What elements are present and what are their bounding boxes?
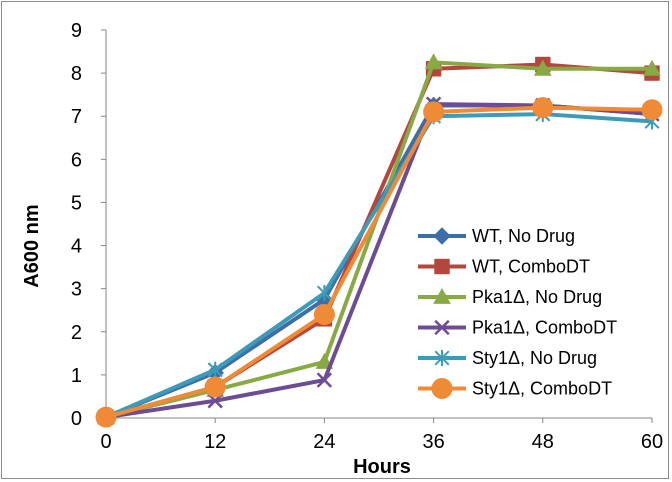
series-6 xyxy=(95,97,663,428)
y-tick-label: 4 xyxy=(71,236,82,258)
legend-item: WT, ComboDT xyxy=(418,257,590,277)
x-tick-label: 36 xyxy=(422,431,444,453)
data-point-triangle xyxy=(433,287,451,304)
y-tick-label: 0 xyxy=(71,408,82,430)
data-point-triangle xyxy=(643,59,661,76)
legend-item: Sty1Δ, ComboDT xyxy=(418,378,612,399)
legend-label: Sty1Δ, ComboDT xyxy=(472,379,612,399)
x-axis-title: Hours xyxy=(353,456,411,478)
x-axis-tick-labels: 0 12 24 36 48 60 xyxy=(100,431,663,453)
data-point-triangle xyxy=(424,53,443,70)
y-tick-label: 9 xyxy=(71,20,82,42)
x-stroke xyxy=(434,319,450,336)
legend-item: WT, No Drug xyxy=(418,226,575,246)
y-tick-label: 1 xyxy=(71,365,82,387)
data-point-circle xyxy=(204,376,226,398)
data-point-star xyxy=(316,284,332,301)
x-tick-label: 48 xyxy=(532,431,554,453)
data-point-diamond xyxy=(433,227,451,245)
y-tick-label: 3 xyxy=(71,279,82,301)
series-line xyxy=(105,105,653,420)
legend-label: Sty1Δ, No Drug xyxy=(472,348,597,368)
data-point-x xyxy=(434,319,450,336)
legend-item: Pka1Δ, No Drug xyxy=(418,287,602,307)
y-tick-label: 6 xyxy=(71,149,82,171)
y-tick-label: 8 xyxy=(71,63,82,85)
series-line xyxy=(105,112,653,419)
legend-item: Sty1Δ, No Drug xyxy=(418,348,597,368)
legend: WT, No Drug WT, ComboDT Pka1Δ, No Drug Pka1… xyxy=(418,226,617,399)
x-tick-label: 0 xyxy=(100,431,111,453)
y-axis-tick-labels: 0 1 2 3 4 5 6 7 8 9 xyxy=(71,20,82,430)
legend-label: WT, ComboDT xyxy=(472,257,590,277)
data-point-triangle xyxy=(533,59,552,76)
data-point-square xyxy=(434,258,450,275)
data-point-circle xyxy=(313,304,335,326)
legend-label: Pka1Δ, No Drug xyxy=(472,287,602,307)
legend-label: Pka1Δ, ComboDT xyxy=(472,318,617,338)
series-layer xyxy=(95,53,663,428)
data-point-x xyxy=(316,372,333,388)
x-tick-label: 12 xyxy=(204,431,226,453)
y-tick-label: 7 xyxy=(71,106,82,128)
x-tick-label: 24 xyxy=(313,431,335,453)
data-point-circle xyxy=(431,378,453,399)
data-point-circle xyxy=(95,406,117,428)
legend-item: Pka1Δ, ComboDT xyxy=(418,318,617,338)
data-point-star xyxy=(434,350,450,366)
data-point-star xyxy=(207,361,223,378)
axes xyxy=(101,29,653,423)
y-axis-title: A600 nm xyxy=(21,204,43,287)
x-stroke xyxy=(316,372,333,388)
data-point-circle xyxy=(532,97,554,119)
y-tick-label: 2 xyxy=(71,322,82,344)
legend-label: WT, No Drug xyxy=(472,226,575,246)
data-point-circle xyxy=(641,99,663,121)
data-point-circle xyxy=(423,101,445,123)
y-tick-label: 5 xyxy=(71,192,82,214)
x-tick-label: 60 xyxy=(641,431,663,453)
